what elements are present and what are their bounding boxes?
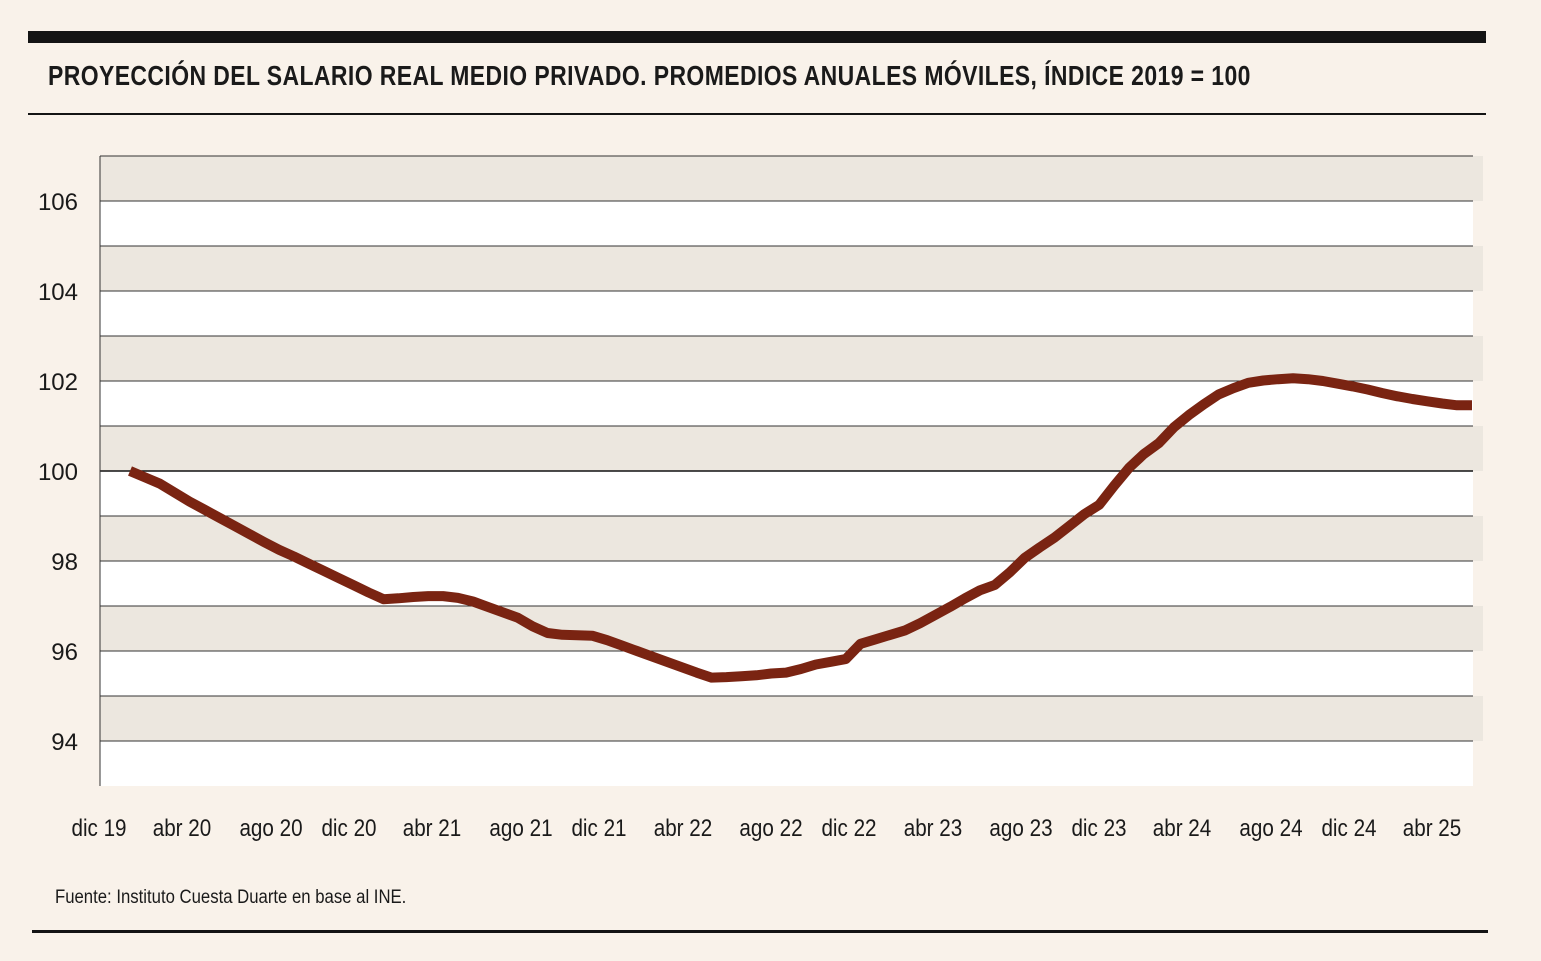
grid-band xyxy=(100,696,1483,741)
x-tick-label: dic 21 xyxy=(571,815,626,842)
top-rule xyxy=(28,31,1486,43)
x-axis-ticks: dic 19 abr 20 ago 20 dic 20 abr 21 ago 21 dic … xyxy=(71,815,1461,842)
x-tick-label: ago 22 xyxy=(739,815,802,842)
x-tick-label: dic 23 xyxy=(1071,815,1126,842)
x-tick-label: abr 25 xyxy=(1403,815,1462,842)
x-tick-label: abr 20 xyxy=(153,815,212,842)
y-tick-label: 106 xyxy=(38,189,78,216)
source-note: Fuente: Instituto Cuesta Duarte en base … xyxy=(55,887,407,908)
x-tick-label: abr 23 xyxy=(904,815,963,842)
y-axis-ticks: 94 96 98 100 102 104 106 xyxy=(38,189,78,756)
grid-band xyxy=(100,246,1483,291)
x-tick-label: ago 23 xyxy=(989,815,1052,842)
y-tick-label: 102 xyxy=(38,369,78,396)
x-tick-label: ago 20 xyxy=(239,815,302,842)
title-rule xyxy=(28,113,1486,115)
y-tick-label: 96 xyxy=(51,639,78,666)
chart-series xyxy=(128,373,1472,683)
y-tick-label: 104 xyxy=(38,279,78,306)
x-tick-label: abr 24 xyxy=(1153,815,1212,842)
x-tick-label: abr 22 xyxy=(654,815,713,842)
grid-band xyxy=(100,516,1483,561)
y-tick-label: 94 xyxy=(51,729,78,756)
y-tick-label: 100 xyxy=(38,459,78,486)
series-line xyxy=(128,373,1472,683)
x-tick-label: ago 24 xyxy=(1239,815,1302,842)
grid-band xyxy=(100,606,1483,651)
x-tick-label: dic 19 xyxy=(71,815,126,842)
y-tick-label: 98 xyxy=(51,549,78,576)
x-tick-label: abr 21 xyxy=(403,815,462,842)
x-tick-label: dic 24 xyxy=(1321,815,1376,842)
chart-title: PROYECCIÓN DEL SALARIO REAL MEDIO PRIVAD… xyxy=(48,60,1251,91)
x-tick-label: ago 21 xyxy=(489,815,552,842)
grid-band xyxy=(100,156,1483,201)
grid-band xyxy=(100,426,1483,471)
x-tick-label: dic 20 xyxy=(321,815,376,842)
x-tick-label: dic 22 xyxy=(821,815,876,842)
bottom-rule xyxy=(32,930,1488,933)
grid-band xyxy=(100,336,1483,381)
